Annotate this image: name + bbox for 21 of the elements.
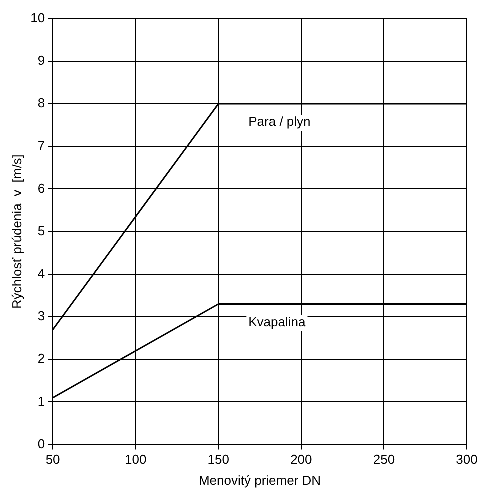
x-axis-title: Menovitý priemer DN	[198, 472, 322, 488]
x-tick-label: 150	[208, 452, 230, 468]
y-tick-label: 4	[38, 266, 46, 281]
x-tick-label: 200	[290, 452, 312, 468]
y-tick-label: 7	[38, 138, 46, 154]
x-tick-label: 50	[46, 452, 60, 468]
y-tick-label: 10	[30, 10, 46, 26]
y-tick-label: 1	[38, 394, 46, 409]
y-tick-label: 9	[38, 52, 46, 68]
x-tick-label: 100	[124, 452, 147, 468]
x-tick-label: 250	[373, 452, 396, 468]
series-label: Para / plyn	[248, 114, 311, 130]
y-tick-label: 6	[38, 180, 46, 196]
y-axis-title: Rýchlosť prúdenia v [m/s]	[9, 154, 24, 310]
x-tick-label: 300	[456, 452, 478, 468]
y-tick-label: 5	[38, 223, 46, 238]
y-tick-label: 3	[38, 308, 46, 324]
series-label: Kvapalina	[248, 314, 307, 330]
y-tick-label: 8	[38, 96, 46, 111]
y-tick-label: 0	[38, 436, 46, 452]
y-tick-label: 2	[38, 351, 46, 366]
